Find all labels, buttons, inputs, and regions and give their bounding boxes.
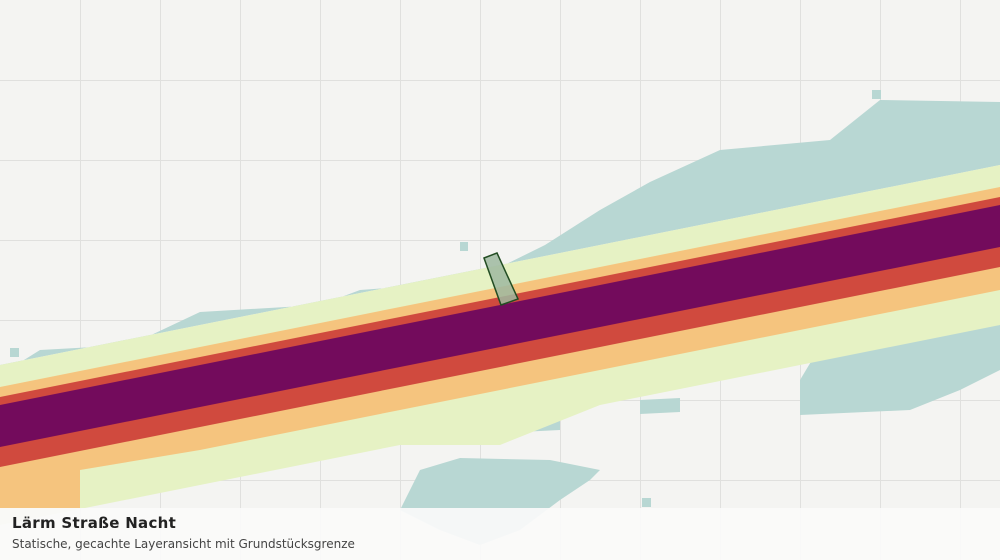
layer-title: Lärm Straße Nacht [12, 514, 177, 532]
layer-subtitle: Statische, gecachte Layeransicht mit Gru… [12, 537, 355, 551]
noise-band-4 [0, 205, 1000, 447]
legend-panel: Lärm Straße Nacht Statische, gecachte La… [0, 508, 1000, 560]
parcel-boundary [483, 252, 520, 306]
